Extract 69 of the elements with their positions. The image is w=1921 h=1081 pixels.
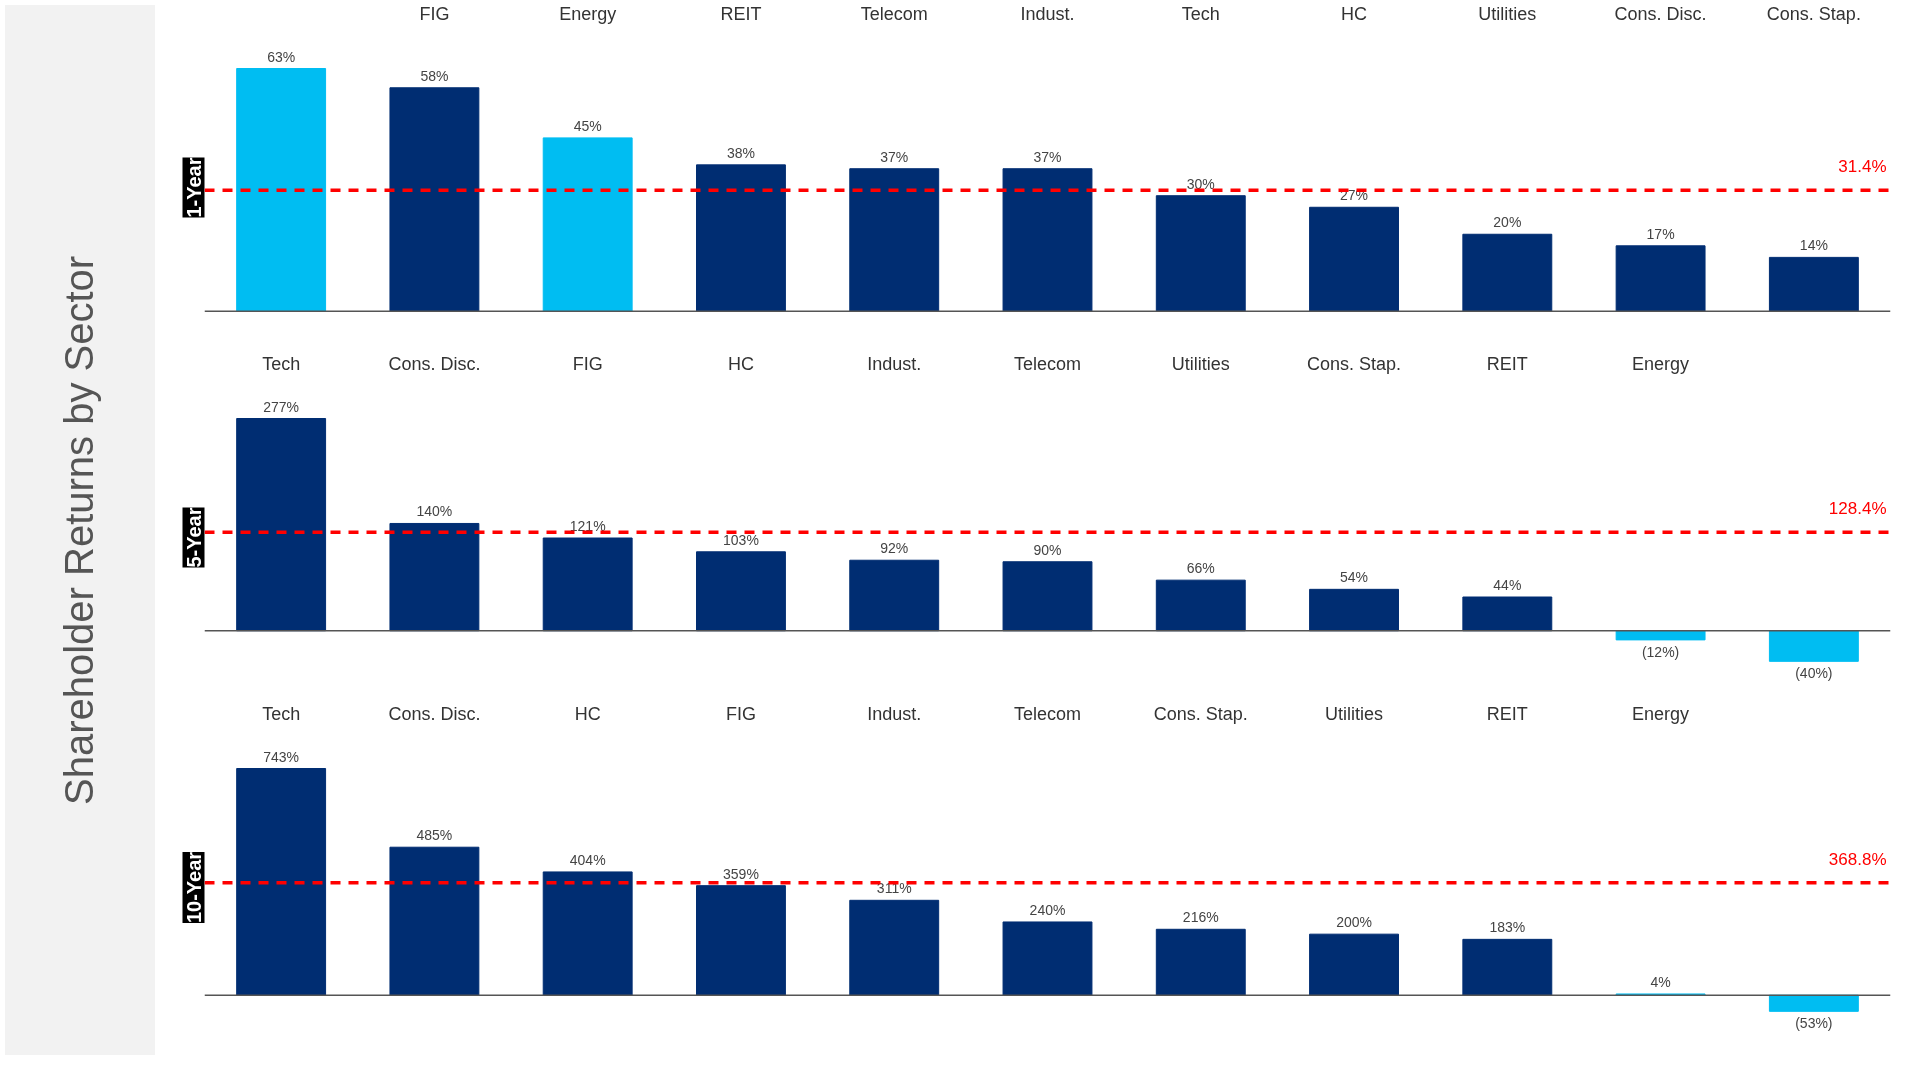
ref-line-label: 31.4% — [1838, 157, 1887, 177]
data-label: 121% — [569, 518, 606, 535]
data-label: (53%) — [1795, 1015, 1833, 1032]
data-label: 103% — [723, 531, 759, 548]
data-label: 92% — [880, 540, 909, 557]
x-tick-label: REIT — [1486, 353, 1528, 374]
y-axis-title: 5-Year — [182, 507, 205, 568]
x-tick-label: Indust. — [1020, 3, 1075, 24]
data-label: 14% — [1799, 237, 1828, 254]
data-label: 37% — [880, 148, 909, 165]
y-axis-title: 1-Year — [182, 157, 205, 218]
x-tick-label: Utilities — [1171, 353, 1230, 374]
data-label: 140% — [416, 503, 453, 520]
x-tick-label: Utilities — [1325, 703, 1384, 724]
x-tick-label: REIT — [1486, 703, 1528, 724]
data-label: 54% — [1340, 569, 1369, 586]
data-label: 277% — [263, 398, 300, 415]
data-label: (12%) — [1641, 643, 1680, 660]
x-tick-label: Energy — [1632, 703, 1690, 724]
x-tick-label: Tech — [1181, 3, 1220, 24]
x-tick-label: FIG — [572, 353, 603, 374]
data-label: 359% — [723, 865, 759, 882]
data-label: 30% — [1186, 175, 1215, 192]
x-tick-label: Telecom — [1013, 703, 1082, 724]
data-label: 37% — [1033, 148, 1062, 165]
data-label: 311% — [876, 880, 912, 897]
data-label: 743% — [263, 748, 300, 765]
x-tick-label: Energy — [559, 3, 617, 24]
x-tick-label: Cons. Disc. — [388, 353, 481, 374]
data-label: 66% — [1186, 560, 1215, 577]
ref-line-label: 368.8% — [1828, 849, 1887, 869]
data-label: 45% — [573, 117, 602, 134]
x-tick-label: Cons. Disc. — [388, 703, 481, 724]
x-tick-label: Cons. Stap. — [1153, 703, 1248, 724]
data-label: 44% — [1493, 577, 1522, 593]
text: Shareholder Returns by Sector — [56, 255, 103, 805]
x-tick-label: Telecom — [860, 3, 928, 24]
x-tick-label: Indust. — [867, 703, 922, 724]
x-tick-label: HC — [727, 353, 754, 374]
x-tick-label: REIT — [720, 3, 762, 24]
data-label: 404% — [569, 851, 606, 868]
data-label: 63% — [267, 48, 296, 65]
data-label: 183% — [1489, 919, 1526, 936]
data-label: 485% — [416, 827, 453, 844]
x-tick-label: HC — [574, 703, 601, 724]
data-label: 240% — [1029, 901, 1066, 918]
x-tick-label: Energy — [1632, 353, 1690, 374]
x-tick-label: Cons. Disc. — [1614, 3, 1707, 24]
data-label: 4% — [1650, 973, 1671, 990]
data-label: 20% — [1493, 214, 1522, 231]
x-tick-label: Tech — [262, 703, 301, 724]
ref-line-label: 128.4% — [1828, 499, 1887, 519]
x-tick-label: Cons. Stap. — [1766, 3, 1861, 24]
data-label: (40%) — [1795, 665, 1833, 682]
data-label: 90% — [1033, 541, 1062, 558]
data-label: 17% — [1646, 225, 1675, 242]
data-label: 200% — [1336, 914, 1372, 931]
data-label: 58% — [420, 67, 449, 84]
x-tick-label: Tech — [262, 353, 301, 374]
x-tick-label: Cons. Stap. — [1307, 353, 1402, 374]
y-axis-title: 10-Year — [182, 851, 205, 924]
x-tick-label: FIG — [419, 3, 450, 24]
x-tick-label: Telecom — [1013, 353, 1082, 374]
x-tick-label: HC — [1341, 3, 1368, 24]
data-label: 216% — [1182, 909, 1219, 926]
x-tick-label: FIG — [725, 703, 756, 724]
x-tick-label: Indust. — [867, 353, 922, 374]
data-label: 38% — [726, 144, 755, 161]
x-tick-label: Utilities — [1478, 3, 1537, 24]
